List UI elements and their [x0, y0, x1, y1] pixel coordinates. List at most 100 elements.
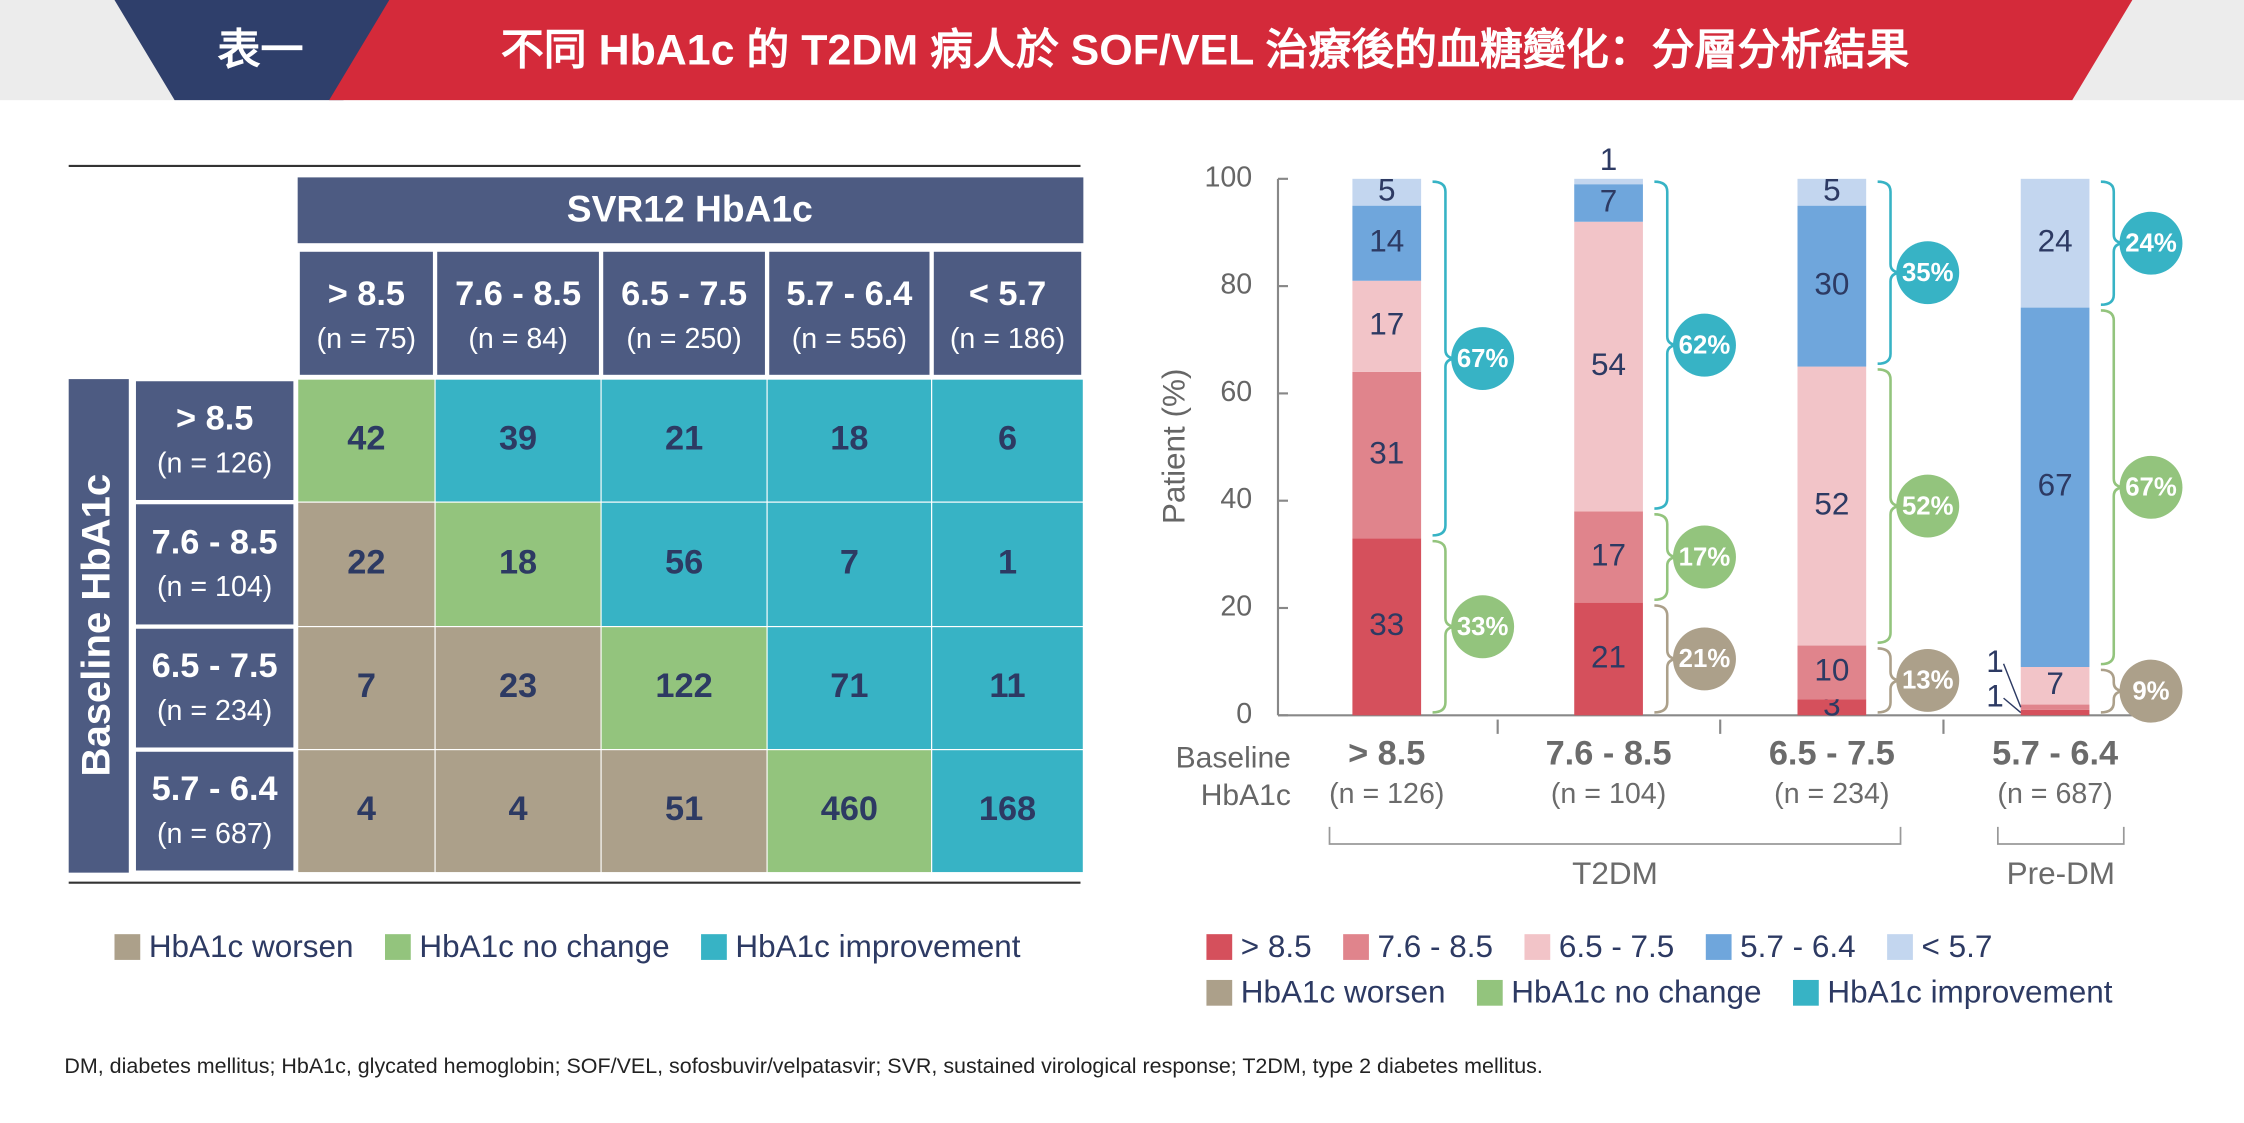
row-n: (n = 104): [157, 571, 272, 603]
bracket-label: 62%: [1679, 331, 1731, 359]
legend-swatch: [1206, 979, 1233, 1006]
cell-value: 7: [357, 667, 376, 705]
table-cell: [434, 749, 602, 874]
table-cell: [766, 501, 933, 628]
cell-value: 1: [998, 543, 1017, 581]
x-tick-count: (n = 104): [1551, 778, 1666, 810]
leader-line: [2002, 663, 2022, 708]
bracket-badge: [1451, 595, 1515, 659]
row-header-cell: [135, 381, 294, 500]
bar-segment: [1797, 205, 1867, 367]
bracket-label: 9%: [2132, 677, 2169, 705]
cell-value: 18: [830, 420, 868, 458]
bar-segment: [1574, 602, 1643, 716]
header-tag-shape: [114, 0, 404, 101]
row-label: 6.5 - 7.5: [152, 647, 278, 685]
legend-label: > 8.5: [1241, 929, 1312, 964]
bracket-badge: [1672, 627, 1736, 691]
bar-segment: [1797, 178, 1867, 206]
row-label: > 8.5: [176, 400, 253, 438]
bracket-label: 35%: [1902, 259, 1954, 287]
legend-swatch: [385, 934, 411, 960]
column-label: 5.7 - 6.4: [786, 275, 912, 313]
cell-value: 460: [821, 790, 878, 828]
legend-swatch: [701, 934, 727, 960]
bar-segment: [2020, 704, 2090, 710]
bracket-label: 67%: [2125, 474, 2177, 502]
segment-label: 1: [1986, 678, 2004, 713]
table-cell: [297, 501, 436, 628]
row-group-header: [68, 379, 129, 873]
segment-label: 30: [1814, 266, 1849, 301]
column-label: 6.5 - 7.5: [621, 275, 747, 313]
row-n: (n = 687): [157, 818, 272, 850]
bar-segment: [1574, 184, 1643, 222]
bar-segment: [1797, 366, 1867, 646]
segment-label: 31: [1369, 435, 1404, 470]
footnote: DM, diabetes mellitus; HbA1c, glycated h…: [64, 1054, 1542, 1078]
bar-segment: [2020, 667, 2090, 705]
header-tag: 表一: [218, 26, 304, 74]
column-header-cell: [769, 251, 930, 375]
row-header-cell: [135, 751, 294, 871]
group-label: T2DM: [1572, 856, 1658, 891]
legend-label: HbA1c no change: [1511, 975, 1761, 1010]
cell-value: 4: [509, 790, 528, 828]
y-tick-label: 20: [1220, 591, 1252, 623]
cell-value: 71: [830, 667, 868, 705]
segment-label: 54: [1591, 347, 1626, 382]
segment-label: 52: [1814, 486, 1849, 521]
bracket-label: 21%: [1679, 645, 1731, 673]
group-bracket: [1328, 826, 1902, 845]
legend-label: 7.6 - 8.5: [1378, 929, 1493, 964]
bracket-label: 24%: [2125, 229, 2177, 257]
segment-label: 17: [1369, 307, 1404, 342]
group-label: Pre-DM: [2007, 856, 2115, 891]
table-cell: [600, 501, 768, 628]
bar-segment: [1352, 178, 1422, 206]
y-tick-label: 0: [1236, 698, 1252, 730]
cell-value: 18: [499, 543, 537, 581]
bracket-badge: [1896, 241, 1960, 305]
row-group-label: Baseline HbA1c: [74, 474, 118, 777]
bar-segment: [2020, 178, 2090, 308]
y-axis-label: Patient (%): [1157, 369, 1192, 525]
bracket-badge: [1672, 313, 1736, 377]
table-cell: [600, 626, 768, 751]
y-tick-label: 60: [1220, 376, 1252, 408]
cell-value: 21: [665, 420, 703, 458]
x-axis-label: HbA1c: [1201, 779, 1291, 812]
legend-label: HbA1c improvement: [1827, 975, 2112, 1010]
bar-segment: [2020, 709, 2090, 716]
legend-swatch: [114, 934, 141, 960]
bracket-label: 52%: [1902, 492, 1954, 520]
x-tick-label: 7.6 - 8.5: [1546, 734, 1672, 772]
legend-swatch: [1524, 934, 1551, 960]
x-tick-label: 5.7 - 6.4: [1992, 734, 2118, 772]
segment-label: 14: [1369, 224, 1404, 259]
column-header-cell: [299, 251, 433, 375]
segment-label: 10: [1814, 653, 1849, 688]
cell-value: 4: [357, 790, 376, 828]
segment-label: 24: [2038, 224, 2073, 259]
legend-label: HbA1c worsen: [149, 929, 354, 964]
legend-label: 6.5 - 7.5: [1559, 929, 1674, 964]
table-cell: [931, 378, 1084, 503]
x-tick-count: (n = 126): [1329, 778, 1444, 810]
x-axis-label: Baseline: [1176, 742, 1291, 775]
segment-label: 17: [1591, 537, 1626, 572]
bracket-badge: [2119, 659, 2183, 723]
bracket-label: 17%: [1679, 543, 1731, 571]
bracket-badge: [1896, 648, 1960, 712]
cell-value: 22: [347, 543, 385, 581]
legend-label: HbA1c improvement: [735, 929, 1020, 964]
bar-segment: [2020, 307, 2090, 668]
column-n: (n = 186): [950, 323, 1065, 355]
column-n: (n = 556): [792, 323, 907, 355]
bar-segment: [1352, 538, 1422, 716]
segment-label: 1: [1986, 644, 2004, 679]
table-cell: [600, 378, 768, 503]
column-label: 7.6 - 8.5: [455, 275, 581, 313]
bracket-badge: [1896, 474, 1960, 538]
